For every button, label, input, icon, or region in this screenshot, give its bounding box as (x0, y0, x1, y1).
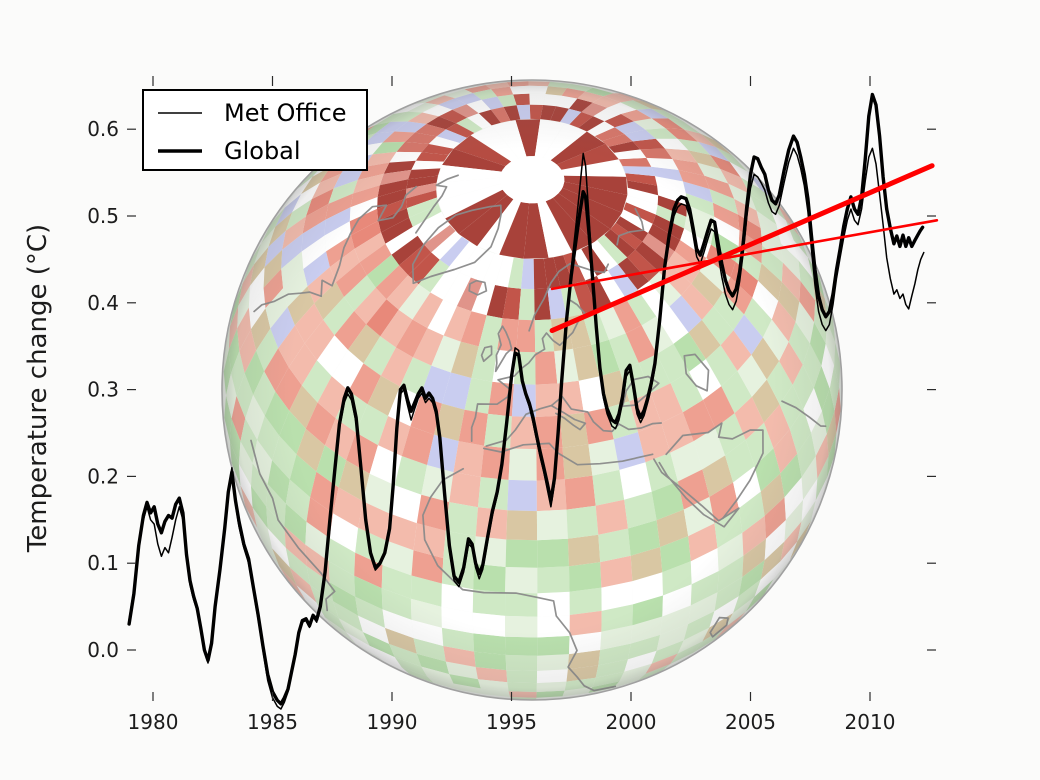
y-axis-title: Temperature change (°C) (23, 224, 53, 553)
y-tick-label: 0.6 (87, 117, 119, 141)
y-tick-label: 0.5 (87, 204, 119, 228)
x-tick-label: 1985 (247, 710, 298, 734)
globe-cells (222, 80, 842, 700)
series-layer (127, 92, 925, 710)
x-tick-label: 1990 (367, 710, 418, 734)
globe-outline (221, 79, 843, 701)
globe-limb-shading (222, 80, 842, 700)
x-tick-label: 2000 (606, 710, 657, 734)
y-tick-label: 0.4 (87, 291, 119, 315)
y-tick-label: 0.0 (87, 638, 119, 662)
x-tick-label: 1980 (128, 710, 179, 734)
x-tick-label: 2010 (845, 710, 896, 734)
x-tick-label: 2005 (725, 710, 776, 734)
y-tick-label: 0.1 (87, 551, 119, 575)
x-tick-label: 1995 (486, 710, 537, 734)
y-tick-label: 0.2 (87, 464, 119, 488)
trend-line-met-office-trend (550, 219, 939, 291)
legend: Met Office Global (142, 89, 368, 171)
trend-line-global-trend (549, 163, 935, 334)
y-tick-label: 0.3 (87, 378, 119, 402)
legend-box (142, 89, 368, 171)
axes-layer: 1980 1985 1990 1995 2000 2005 2010 0.0 0.1 0.2 0.3… (87, 76, 936, 734)
legend-label-global: Global (224, 137, 301, 165)
trend-layer (549, 163, 939, 334)
legend-label-met-office: Met Office (224, 99, 347, 127)
series-line-global (127, 92, 925, 706)
globe-temperature-map (221, 79, 843, 701)
